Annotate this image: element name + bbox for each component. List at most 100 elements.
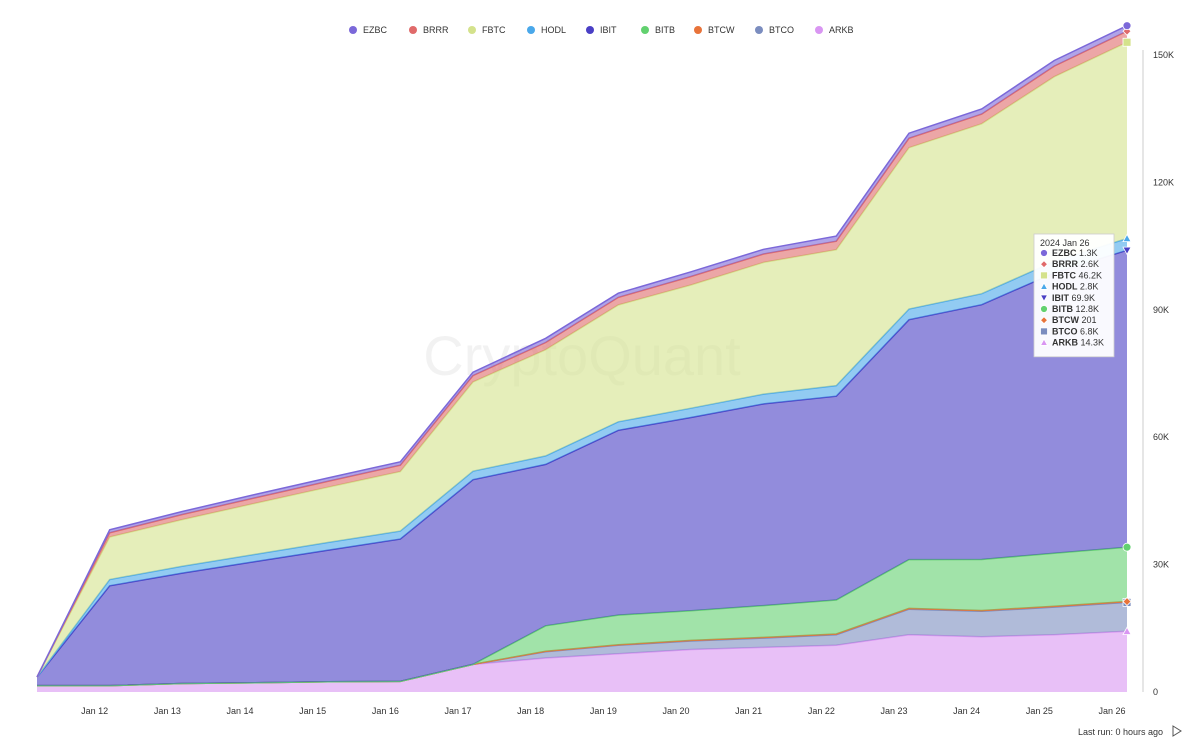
x-axis: Jan 12 Jan 13 Jan 14 Jan 15 Jan 16 Jan 17 Jan … <box>81 706 1125 716</box>
legend: EZBC BRRR FBTC HODL IBIT BITB BTCW BTCO ARKB <box>349 25 854 35</box>
tooltip-row-bitb: BITB 12.8K <box>1052 304 1099 314</box>
end-marker-ezbc <box>1122 21 1132 31</box>
tooltip-title: 2024 Jan 26 <box>1040 238 1090 248</box>
y-tick-label: 150K <box>1153 50 1174 60</box>
legend-label-ibit[interactable]: IBIT <box>600 25 617 35</box>
tooltip-row-ibit: IBIT 69.9K <box>1052 293 1095 303</box>
tooltip-marker-arkb <box>1039 338 1049 346</box>
tooltip-marker-ibit <box>1039 294 1049 303</box>
y-tick-label: 90K <box>1153 305 1169 315</box>
x-tick-label: Jan 18 <box>517 706 544 716</box>
tooltip-name: EZBC <box>1052 248 1079 258</box>
area-btco <box>37 602 1127 686</box>
tooltip-marker-fbtc <box>1040 271 1048 280</box>
x-tick-label: Jan 19 <box>590 706 617 716</box>
y-tick-label: 0 <box>1153 687 1158 697</box>
tooltip-row-btco: BTCO 6.8K <box>1052 326 1099 336</box>
x-tick-label: Jan 21 <box>735 706 762 716</box>
tooltip-value: 14.3K <box>1081 338 1105 348</box>
legend-label-bitb[interactable]: BITB <box>655 25 675 35</box>
tooltip-name: HODL <box>1052 282 1080 292</box>
legend-label-hodl[interactable]: HODL <box>541 25 566 35</box>
end-marker-brrr <box>1122 26 1132 36</box>
x-tick-label: Jan 25 <box>1026 706 1053 716</box>
tooltip-marker-btcw <box>1039 316 1049 325</box>
tooltip-name: ARKB <box>1052 338 1081 348</box>
x-tick-label: Jan 20 <box>662 706 689 716</box>
area-hodl <box>37 238 1127 678</box>
tooltip-name: FBTC <box>1052 270 1079 280</box>
y-tick-label: 30K <box>1153 560 1169 570</box>
tooltip-row-arkb: ARKB 14.3K <box>1052 338 1104 348</box>
tooltip-row-fbtc: FBTC 46.2K <box>1052 270 1102 280</box>
legend-swatch-hodl[interactable] <box>527 26 535 34</box>
end-marker-fbtc <box>1122 37 1132 47</box>
legend-swatch-btco[interactable] <box>755 26 763 34</box>
tooltip-marker-ezbc <box>1040 249 1048 257</box>
x-tick-label: Jan 23 <box>880 706 907 716</box>
tooltip-row-brrr: BRRR 2.6K <box>1052 259 1099 269</box>
legend-label-ezbc[interactable]: EZBC <box>363 25 388 35</box>
tooltip-value: 46.2K <box>1079 270 1103 280</box>
footer[interactable]: Last run: 0 hours ago <box>1078 725 1182 737</box>
tooltip-marker-brrr <box>1039 260 1049 269</box>
x-tick-label: Jan 16 <box>372 706 399 716</box>
end-marker-arkb <box>1122 626 1132 635</box>
area-arkb <box>37 631 1127 692</box>
x-tick-label: Jan 13 <box>154 706 181 716</box>
line-ezbc <box>36 25 1128 678</box>
tooltip-name: BTCO <box>1052 326 1080 336</box>
tooltip-name: IBIT <box>1052 293 1072 303</box>
tooltip-row-hodl: HODL 2.8K <box>1052 282 1098 292</box>
end-marker-ibit <box>1122 246 1132 256</box>
end-marker-hodl <box>1122 233 1132 243</box>
tooltip-marker-btco <box>1040 327 1048 336</box>
legend-label-fbtc[interactable]: FBTC <box>482 25 506 35</box>
area-ibit <box>37 250 1127 686</box>
area-layers <box>36 25 1128 692</box>
x-tick-label: Jan 14 <box>226 706 253 716</box>
area-brrr <box>37 31 1127 678</box>
area-fbtc <box>37 42 1127 678</box>
tooltip-marker-bitb <box>1040 305 1048 313</box>
legend-swatch-bitb[interactable] <box>641 26 649 34</box>
x-tick-label: Jan 15 <box>299 706 326 716</box>
legend-label-btco[interactable]: BTCO <box>769 25 794 35</box>
legend-swatch-arkb[interactable] <box>815 26 823 34</box>
legend-swatch-ibit[interactable] <box>586 26 594 34</box>
tooltip-name: BTCW <box>1052 315 1082 325</box>
tooltip-row-ezbc: EZBC 1.3K <box>1052 248 1098 258</box>
end-marker-bitb <box>1122 542 1132 552</box>
tooltip-name: BITB <box>1052 304 1076 314</box>
legend-swatch-btcw[interactable] <box>694 26 702 34</box>
tooltip-value: 2.8K <box>1080 282 1099 292</box>
play-triangle-icon[interactable] <box>1172 725 1182 737</box>
x-tick-label: Jan 12 <box>81 706 108 716</box>
tooltip-value: 12.8K <box>1076 304 1100 314</box>
x-tick-label: Jan 22 <box>808 706 835 716</box>
legend-label-arkb[interactable]: ARKB <box>829 25 854 35</box>
legend-swatch-ezbc[interactable] <box>349 26 357 34</box>
x-tick-label: Jan 24 <box>953 706 980 716</box>
tooltip-row-btcw: BTCW 201 <box>1052 315 1097 325</box>
tooltip-name: BRRR <box>1052 259 1081 269</box>
y-axis: 0 30K 60K 90K 120K 150K <box>1142 50 1174 697</box>
tooltip-value: 201 <box>1082 315 1097 325</box>
legend-swatch-brrr[interactable] <box>409 26 417 34</box>
legend-label-btcw[interactable]: BTCW <box>708 25 735 35</box>
y-tick-label: 120K <box>1153 177 1174 187</box>
tooltip-value: 1.3K <box>1079 248 1098 258</box>
tooltip-marker-hodl <box>1039 282 1049 290</box>
legend-swatch-fbtc[interactable] <box>468 26 476 34</box>
last-run-text: Last run: 0 hours ago <box>1078 727 1163 737</box>
tooltip-value: 2.6K <box>1081 259 1100 269</box>
tooltip-value: 6.8K <box>1080 326 1099 336</box>
area-bitb <box>37 547 1127 686</box>
end-marker-btcw <box>1122 596 1132 607</box>
x-tick-label: Jan 26 <box>1098 706 1125 716</box>
legend-label-brrr[interactable]: BRRR <box>423 25 449 35</box>
y-tick-label: 60K <box>1153 432 1169 442</box>
